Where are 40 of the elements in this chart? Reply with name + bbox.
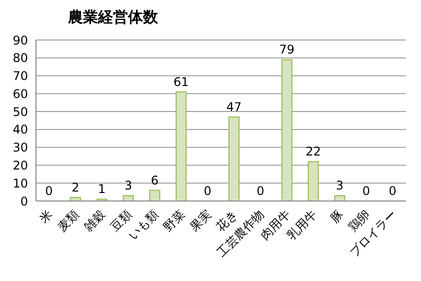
y-tick-label: 20 [12,158,28,172]
data-label: 0 [45,184,53,198]
bar [176,91,187,201]
y-tick-label: 40 [12,122,28,137]
x-tick-label: 米 [36,207,56,226]
bar [308,161,319,201]
y-tick-label: 30 [12,140,28,155]
y-tick-label: 60 [12,86,28,101]
chart-title: 農業経営体数 [68,8,158,27]
data-label: 0 [388,184,396,198]
x-tick-label: 鶏卵 [346,207,372,234]
bar [281,59,292,201]
x-tick-label: 果実 [187,207,214,234]
data-label: 0 [256,184,264,198]
y-tick-label: 50 [12,104,28,119]
data-label: 6 [150,173,159,188]
data-label: 22 [306,144,321,159]
x-tick-label: 豚 [328,207,346,226]
data-label: 0 [204,184,212,198]
data-label: 3 [336,178,344,193]
bar [228,116,240,201]
bar [334,195,346,201]
data-label: 61 [174,74,189,89]
y-tick-label: 70 [12,69,28,84]
data-label: 2 [72,180,80,194]
y-tick-label: 10 [12,176,28,190]
data-label: 0 [362,184,370,198]
bar [122,195,134,201]
data-label: 47 [226,100,242,114]
bar [149,190,160,201]
x-tick-label: 野菜 [160,207,188,234]
x-tick-label: 雑穀 [81,207,108,234]
y-tick-label: 90 [12,33,28,48]
x-tick-label: 豆類 [108,207,135,234]
y-tick-label: 80 [12,51,28,66]
data-label: 1 [98,182,106,196]
data-label: 79 [279,42,294,57]
data-label: 3 [124,178,132,193]
x-tick-label: 麦類 [54,207,82,234]
y-tick-label: 0 [20,194,28,208]
